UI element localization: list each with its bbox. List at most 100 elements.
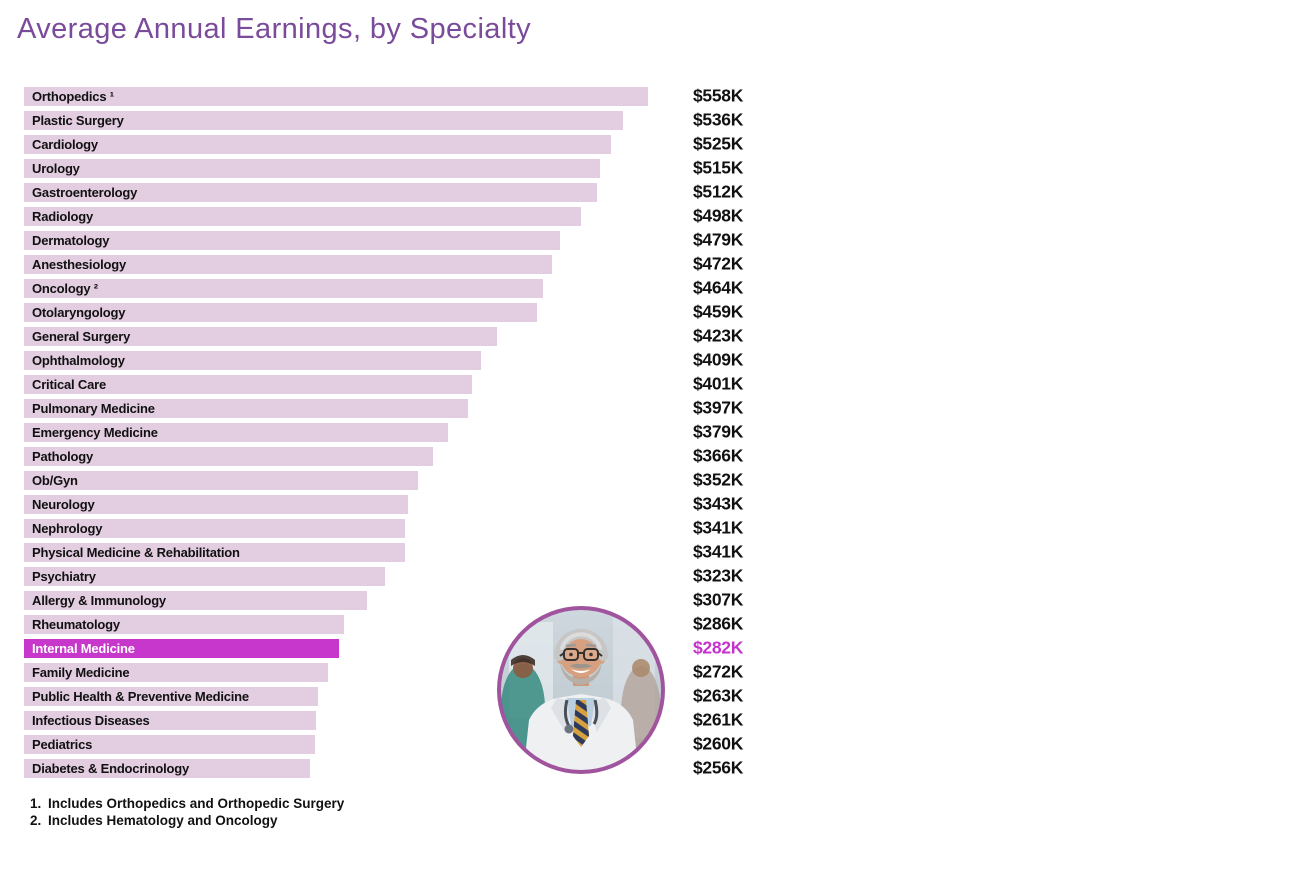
bar-value: $366K bbox=[693, 445, 744, 466]
bar-row: Dermatology $479K bbox=[24, 228, 844, 252]
bar-row: Infectious Diseases $261K bbox=[24, 708, 844, 732]
bar-label: Radiology bbox=[32, 208, 94, 224]
bar-row: Orthopedics ¹ $558K bbox=[24, 84, 844, 108]
bar-label: General Surgery bbox=[32, 328, 131, 344]
bar-value: $282K bbox=[693, 637, 744, 658]
bar: Nephrology bbox=[24, 518, 405, 538]
bar-label: Public Health & Preventive Medicine bbox=[32, 688, 249, 704]
bar-value: $512K bbox=[693, 181, 744, 202]
bar-value: $558K bbox=[693, 85, 744, 106]
bar-value: $307K bbox=[693, 589, 744, 610]
bar-row: Otolaryngology $459K bbox=[24, 300, 844, 324]
bar-value: $409K bbox=[693, 349, 744, 370]
bar-label: Anesthesiology bbox=[32, 256, 126, 272]
bar: Urology bbox=[24, 158, 600, 178]
bar-row: Ob/Gyn $352K bbox=[24, 468, 844, 492]
bar: Internal Medicine bbox=[24, 638, 339, 658]
bar-value: $525K bbox=[693, 133, 744, 154]
footnote-2-text: Includes Hematology and Oncology bbox=[48, 813, 278, 828]
footnote-1-text: Includes Orthopedics and Orthopedic Surg… bbox=[48, 796, 345, 811]
bar-label: Otolaryngology bbox=[32, 304, 126, 320]
bar: Ophthalmology bbox=[24, 350, 481, 370]
bar-value: $341K bbox=[693, 541, 744, 562]
footnote-2-number: 2. bbox=[30, 813, 42, 828]
bar-label: Allergy & Immunology bbox=[32, 592, 166, 608]
bar-label: Internal Medicine bbox=[32, 640, 135, 656]
bar: Pulmonary Medicine bbox=[24, 398, 468, 418]
chart-title: Average Annual Earnings, by Specialty bbox=[17, 13, 532, 45]
photo-ring bbox=[497, 606, 665, 774]
bar: Family Medicine bbox=[24, 662, 328, 682]
bar-value: $286K bbox=[693, 613, 744, 634]
bar-label: Oncology ² bbox=[32, 280, 98, 296]
bar-label: Neurology bbox=[32, 496, 95, 512]
bar: Gastroenterology bbox=[24, 182, 597, 202]
bar: Otolaryngology bbox=[24, 302, 537, 322]
bar-label: Psychiatry bbox=[32, 568, 96, 584]
bar: Pathology bbox=[24, 446, 433, 466]
bar-value: $479K bbox=[693, 229, 744, 250]
bar-row: Internal Medicine $282K bbox=[24, 636, 844, 660]
bar-label: Family Medicine bbox=[32, 664, 130, 680]
bar-row: Cardiology $525K bbox=[24, 132, 844, 156]
bar-value: $459K bbox=[693, 301, 744, 322]
bar-value: $260K bbox=[693, 733, 744, 754]
bar-value: $323K bbox=[693, 565, 744, 586]
bar-label: Cardiology bbox=[32, 136, 98, 152]
bar-row: Psychiatry $323K bbox=[24, 564, 844, 588]
bar-value: $401K bbox=[693, 373, 744, 394]
bar-label: Pulmonary Medicine bbox=[32, 400, 155, 416]
bar-row: Radiology $498K bbox=[24, 204, 844, 228]
bar-label: Critical Care bbox=[32, 376, 106, 392]
bar-row: Family Medicine $272K bbox=[24, 660, 844, 684]
bar-row: Oncology ² $464K bbox=[24, 276, 844, 300]
bar-label: Plastic Surgery bbox=[32, 112, 124, 128]
bar: Cardiology bbox=[24, 134, 611, 154]
bar-value: $352K bbox=[693, 469, 744, 490]
doctor-photo-illustration bbox=[497, 606, 665, 774]
bar: Rheumatology bbox=[24, 614, 344, 634]
bar-row: Physical Medicine & Rehabilitation $341K bbox=[24, 540, 844, 564]
bar-label: Emergency Medicine bbox=[32, 424, 158, 440]
bar-label: Urology bbox=[32, 160, 80, 176]
bar-row: Critical Care $401K bbox=[24, 372, 844, 396]
footnote-1-number: 1. bbox=[30, 796, 42, 811]
bar-value: $397K bbox=[693, 397, 744, 418]
bar-value: $343K bbox=[693, 493, 744, 514]
bar: Orthopedics ¹ bbox=[24, 86, 648, 106]
bar: Infectious Diseases bbox=[24, 710, 316, 730]
bar: Oncology ² bbox=[24, 278, 543, 298]
bar-row: Public Health & Preventive Medicine $263K bbox=[24, 684, 844, 708]
bar-label: Dermatology bbox=[32, 232, 110, 248]
bar-label: Physical Medicine & Rehabilitation bbox=[32, 544, 240, 560]
bar-value: $261K bbox=[693, 709, 744, 730]
bar: Public Health & Preventive Medicine bbox=[24, 686, 318, 706]
bar: Allergy & Immunology bbox=[24, 590, 367, 610]
doctor-photo bbox=[495, 604, 667, 776]
bar: Diabetes & Endocrinology bbox=[24, 758, 310, 778]
bar-row: Emergency Medicine $379K bbox=[24, 420, 844, 444]
footnotes: 1. Includes Orthopedics and Orthopedic S… bbox=[30, 795, 344, 829]
bar: General Surgery bbox=[24, 326, 497, 346]
bar-label: Diabetes & Endocrinology bbox=[32, 760, 190, 776]
bar: Anesthesiology bbox=[24, 254, 552, 274]
bar: Psychiatry bbox=[24, 566, 385, 586]
bar: Ob/Gyn bbox=[24, 470, 418, 490]
bar: Neurology bbox=[24, 494, 408, 514]
bar-label: Nephrology bbox=[32, 520, 103, 536]
bar: Pediatrics bbox=[24, 734, 315, 754]
bar-value: $341K bbox=[693, 517, 744, 538]
bar-row: Pulmonary Medicine $397K bbox=[24, 396, 844, 420]
bar-row: Gastroenterology $512K bbox=[24, 180, 844, 204]
bar: Dermatology bbox=[24, 230, 560, 250]
bar-value: $515K bbox=[693, 157, 744, 178]
bar-label: Ophthalmology bbox=[32, 352, 125, 368]
bar-value: $423K bbox=[693, 325, 744, 346]
bar-row: Pediatrics $260K bbox=[24, 732, 844, 756]
bar-row: Rheumatology $286K bbox=[24, 612, 844, 636]
bar-value: $536K bbox=[693, 109, 744, 130]
bar-value: $464K bbox=[693, 277, 744, 298]
bar-row: Neurology $343K bbox=[24, 492, 844, 516]
bar: Plastic Surgery bbox=[24, 110, 623, 130]
